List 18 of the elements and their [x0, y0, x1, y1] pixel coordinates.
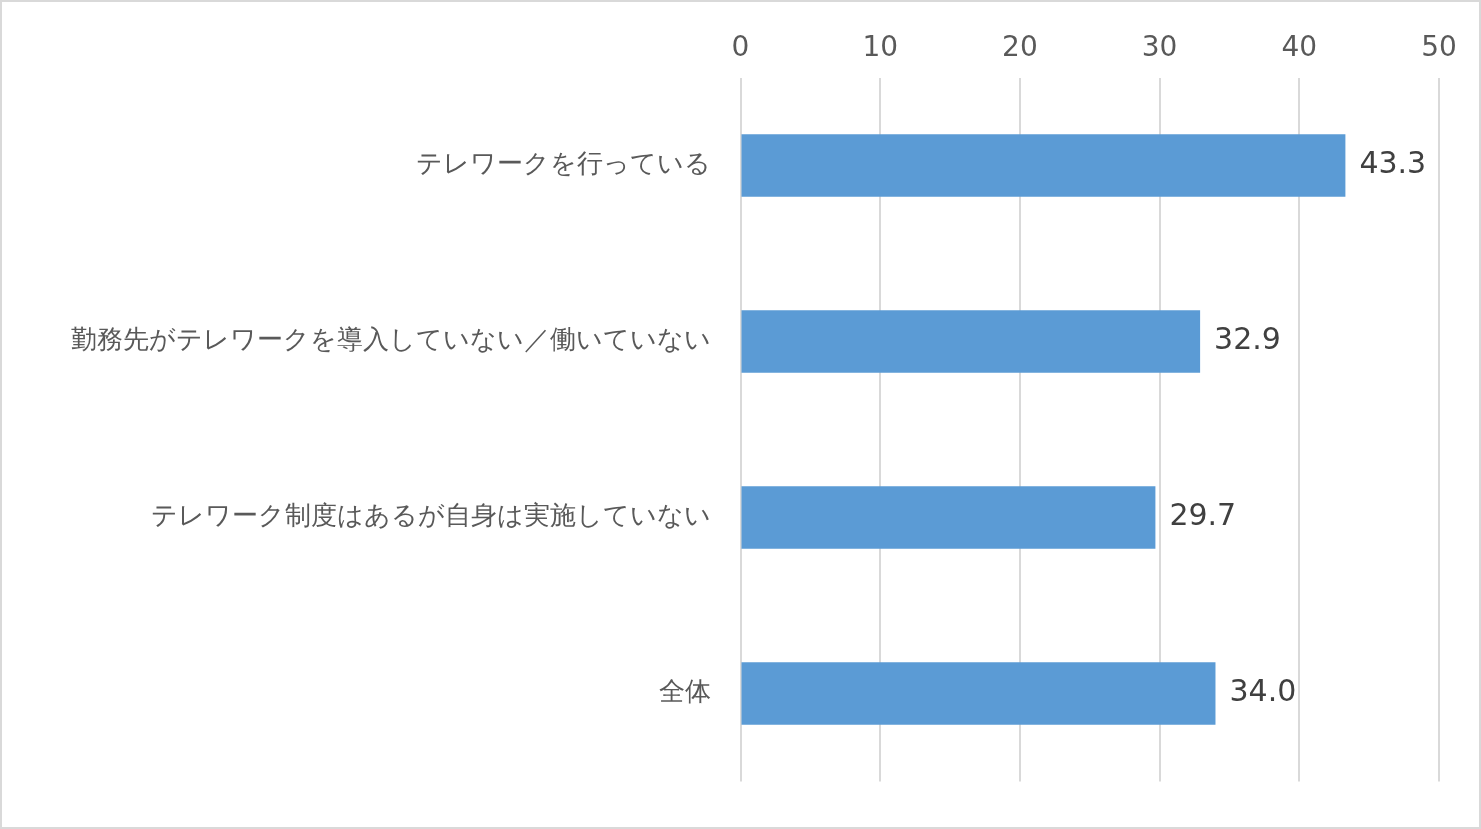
data-label: 34.0: [1229, 673, 1297, 709]
bar: [741, 134, 1346, 197]
y-tick-label: テレワークを行っている: [415, 148, 711, 179]
y-tick-label: 勤務先がテレワークを導入していない／働いていない: [70, 324, 711, 355]
y-tick-label: 全体: [658, 676, 711, 707]
x-tick-label: 40: [1281, 30, 1318, 64]
bar: [741, 486, 1156, 549]
data-label: 43.3: [1359, 145, 1427, 181]
data-label: 32.9: [1214, 321, 1281, 357]
x-tick-label: 20: [1002, 30, 1038, 64]
x-tick-label: 10: [862, 30, 899, 64]
data-label: 29.7: [1169, 497, 1237, 533]
x-tick-label: 50: [1421, 30, 1457, 64]
bar: [741, 310, 1201, 373]
y-tick-label: テレワーク制度はあるが自身は実施していない: [150, 500, 711, 531]
x-tick-label: 30: [1141, 30, 1178, 64]
x-tick-label: 0: [731, 30, 750, 64]
bar: [741, 662, 1216, 725]
